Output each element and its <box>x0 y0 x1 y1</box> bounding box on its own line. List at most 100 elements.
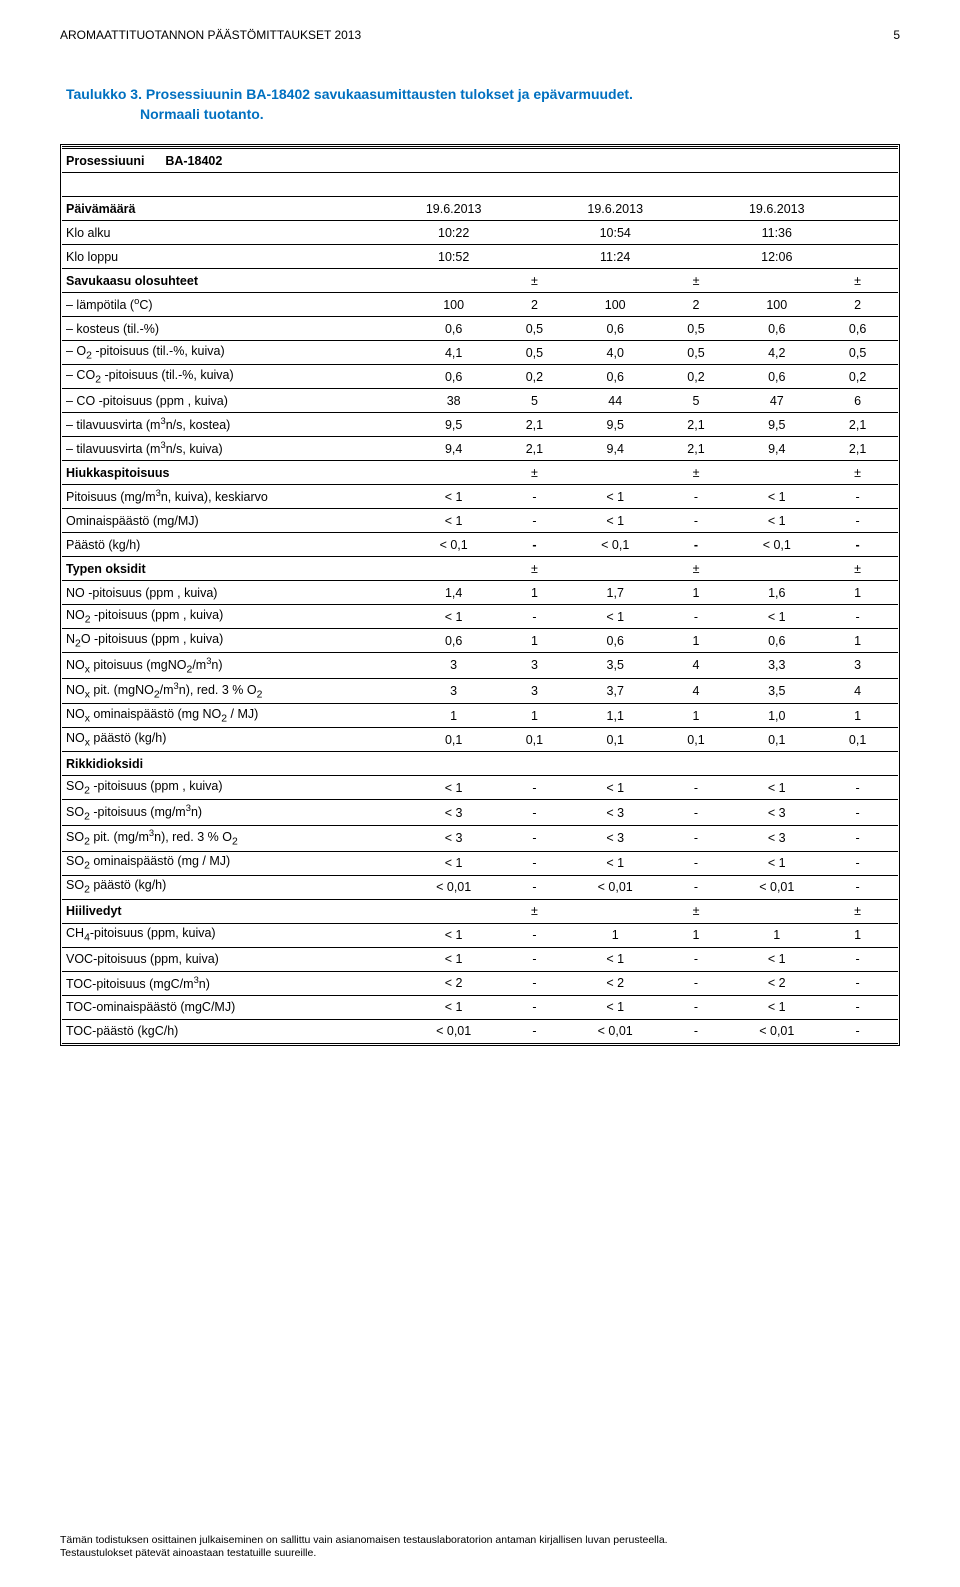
cell: < 0,01 <box>413 875 494 899</box>
cell: < 1 <box>413 485 494 509</box>
cell <box>413 557 494 581</box>
cell: < 1 <box>575 509 656 533</box>
cell <box>656 752 737 776</box>
cell: < 0,01 <box>736 875 817 899</box>
cell: - <box>656 995 737 1019</box>
cell: < 1 <box>413 605 494 629</box>
cell: < 1 <box>413 776 494 800</box>
cell <box>736 752 817 776</box>
cell: 0,1 <box>413 728 494 752</box>
cell: 2 <box>656 293 737 317</box>
footer-line-2: Testaustulokset pätevät ainoastaan testa… <box>60 1547 900 1561</box>
table-row: Klo alku10:2210:5411:36 <box>62 221 898 245</box>
row-label: VOC-pitoisuus (ppm, kuiva) <box>62 947 413 971</box>
cell: - <box>656 533 737 557</box>
header-page-number: 5 <box>893 28 900 42</box>
cell: 2,1 <box>817 437 898 461</box>
cell: - <box>817 875 898 899</box>
cell: < 1 <box>736 485 817 509</box>
cell: < 1 <box>575 485 656 509</box>
cell: 3,5 <box>575 653 656 679</box>
cell: 5 <box>656 389 737 413</box>
row-label: NO2 -pitoisuus (ppm , kuiva) <box>62 605 413 629</box>
cell: - <box>656 1019 737 1043</box>
table-row: – kosteus (til.-%)0,60,50,60,50,60,6 <box>62 317 898 341</box>
table-row: Savukaasu olosuhteet±±± <box>62 269 898 293</box>
cell: 0,2 <box>494 365 575 389</box>
cell: 100 <box>575 293 656 317</box>
cell: < 2 <box>575 971 656 995</box>
cell: 1 <box>413 704 494 728</box>
table-row: TOC-päästö (kgC/h)< 0,01-< 0,01-< 0,01- <box>62 1019 898 1043</box>
row-label: NOx päästö (kg/h) <box>62 728 413 752</box>
row-label: Klo loppu <box>62 245 413 269</box>
cell: 3,7 <box>575 678 656 704</box>
cell: - <box>817 800 898 826</box>
cell <box>413 899 494 923</box>
document-page: AROMAATTITUOTANNON PÄÄSTÖMITTAUKSET 2013… <box>0 0 960 1587</box>
cell <box>817 752 898 776</box>
row-label: TOC-päästö (kgC/h) <box>62 1019 413 1043</box>
cell: < 1 <box>413 995 494 1019</box>
row-label: NOx ominaispäästö (mg NO2 / MJ) <box>62 704 413 728</box>
proc-label: Prosessiuuni <box>66 154 145 168</box>
cell: 0,6 <box>817 317 898 341</box>
cell <box>575 269 656 293</box>
row-label: Hiukkaspitoisuus <box>62 461 413 485</box>
cell: < 3 <box>736 800 817 826</box>
cell <box>413 461 494 485</box>
cell: 9,4 <box>736 437 817 461</box>
cell: < 1 <box>575 995 656 1019</box>
cell: 1 <box>656 923 737 947</box>
cell: - <box>494 776 575 800</box>
cell: - <box>656 971 737 995</box>
cell: < 1 <box>736 995 817 1019</box>
cell: 12:06 <box>736 245 817 269</box>
table-row: Hiilivedyt±±± <box>62 899 898 923</box>
cell: - <box>494 825 575 851</box>
row-label: Klo alku <box>62 221 413 245</box>
cell: - <box>817 825 898 851</box>
table-row: – O2 -pitoisuus (til.-%, kuiva)4,10,54,0… <box>62 341 898 365</box>
header-left: AROMAATTITUOTANNON PÄÄSTÖMITTAUKSET 2013 <box>60 28 361 42</box>
cell: 0,6 <box>575 317 656 341</box>
cell: 2 <box>817 293 898 317</box>
cell: 10:52 <box>413 245 494 269</box>
cell: - <box>817 485 898 509</box>
table-row: Päästö (kg/h)< 0,1-< 0,1-< 0,1- <box>62 533 898 557</box>
row-label: NO -pitoisuus (ppm , kuiva) <box>62 581 413 605</box>
table-row: SO2 päästö (kg/h)< 0,01-< 0,01-< 0,01- <box>62 875 898 899</box>
cell <box>817 245 898 269</box>
cell: < 1 <box>575 851 656 875</box>
table-subtitle: Normaali tuotanto. <box>140 106 900 122</box>
cell: < 1 <box>736 947 817 971</box>
row-label: Hiilivedyt <box>62 899 413 923</box>
cell: < 1 <box>736 509 817 533</box>
cell <box>413 752 494 776</box>
cell: < 0,01 <box>575 1019 656 1043</box>
cell: 1 <box>817 923 898 947</box>
cell: < 0,1 <box>736 533 817 557</box>
row-label: NOx pitoisuus (mgNO2/m3n) <box>62 653 413 679</box>
cell: - <box>494 947 575 971</box>
cell: ± <box>817 899 898 923</box>
row-label: SO2 pit. (mg/m3n), red. 3 % O2 <box>62 825 413 851</box>
cell <box>736 461 817 485</box>
cell: - <box>656 800 737 826</box>
cell: - <box>494 605 575 629</box>
row-label: – tilavuusvirta (m3n/s, kostea) <box>62 413 413 437</box>
cell: - <box>494 800 575 826</box>
table-row: Hiukkaspitoisuus±±± <box>62 461 898 485</box>
cell: 0,1 <box>817 728 898 752</box>
cell: - <box>656 851 737 875</box>
table-row: CH4-pitoisuus (ppm, kuiva)< 1-1111 <box>62 923 898 947</box>
cell: ± <box>494 269 575 293</box>
cell: 6 <box>817 389 898 413</box>
cell: 19.6.2013 <box>575 197 656 221</box>
table-row: SO2 ominaispäästö (mg / MJ)< 1-< 1-< 1- <box>62 851 898 875</box>
cell: 11:36 <box>736 221 817 245</box>
cell: - <box>494 533 575 557</box>
cell: 9,4 <box>575 437 656 461</box>
cell: < 2 <box>413 971 494 995</box>
cell <box>817 197 898 221</box>
